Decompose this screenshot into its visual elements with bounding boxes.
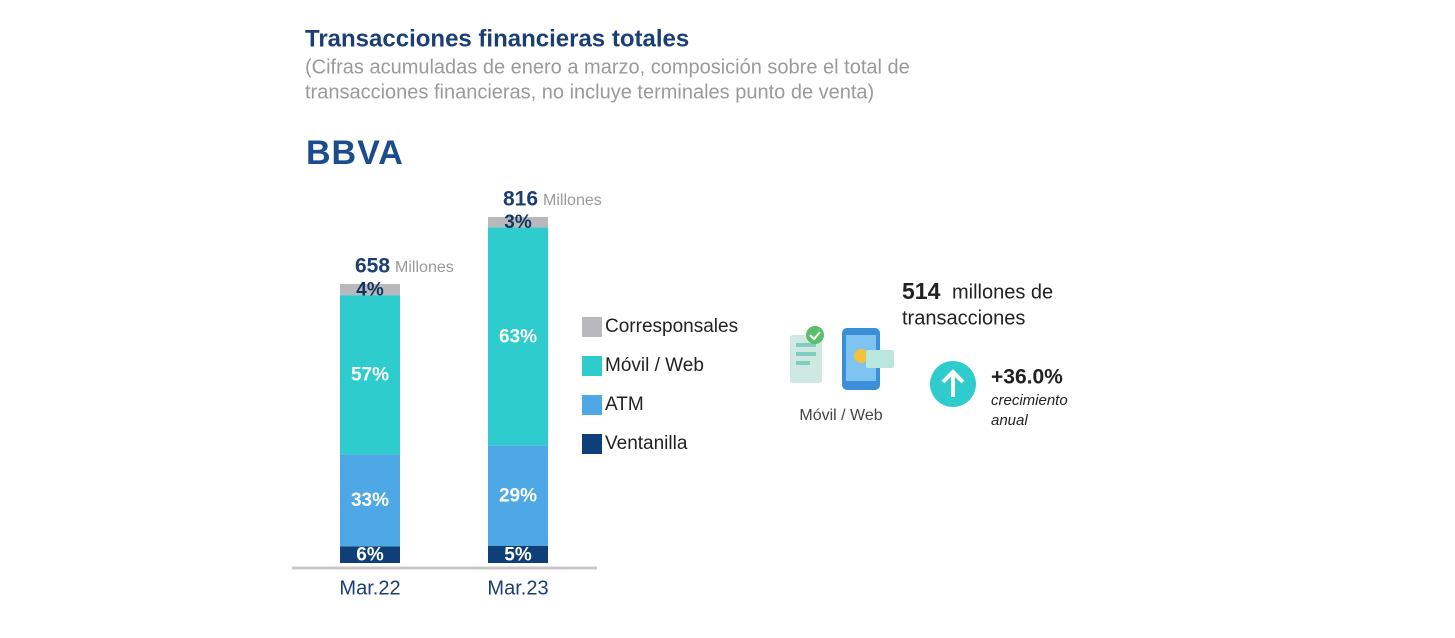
total-unit: Millones xyxy=(395,259,454,276)
total-label: 658 xyxy=(355,255,390,278)
legend-swatch xyxy=(582,395,602,415)
data-label: 33% xyxy=(351,490,389,511)
chart-subtitle: (Cifras acumuladas de enero a marzo, com… xyxy=(305,56,910,78)
annotation-value: 514 xyxy=(902,278,941,304)
x-tick-label: Mar.22 xyxy=(339,577,400,599)
legend-label: Móvil / Web xyxy=(605,355,704,376)
annotation-text: millones de xyxy=(952,281,1053,303)
data-label: 4% xyxy=(356,280,384,301)
data-label: 3% xyxy=(504,212,532,233)
growth-value: +36.0% xyxy=(991,366,1063,389)
legend-swatch xyxy=(582,356,602,376)
bar-segment xyxy=(488,217,548,228)
chart-subtitle: transacciones financieras, no incluye te… xyxy=(305,81,874,103)
chart-title: Transacciones financieras totales xyxy=(305,25,689,52)
legend-label: ATM xyxy=(605,394,644,415)
legend-swatch xyxy=(582,317,602,337)
bar-segment xyxy=(488,227,548,446)
legend-label: Ventanilla xyxy=(605,433,688,454)
legend-swatch xyxy=(582,434,602,454)
growth-arrow xyxy=(941,369,965,397)
data-label: 5% xyxy=(504,544,532,565)
x-tick-label: Mar.23 xyxy=(487,577,548,599)
growth-text: anual xyxy=(991,412,1028,429)
data-label: 6% xyxy=(356,545,384,566)
total-label: 816 xyxy=(503,188,538,211)
data-label: 29% xyxy=(499,486,537,507)
bar-segment xyxy=(340,454,400,547)
bar-segment xyxy=(340,546,400,563)
growth-text: crecimiento xyxy=(991,392,1068,409)
icon-label: Móvil / Web xyxy=(799,407,882,424)
total-unit: Millones xyxy=(543,192,602,209)
legend-label: Corresponsales xyxy=(605,316,738,337)
bar-segment xyxy=(340,295,400,455)
mobile-icon xyxy=(790,326,894,390)
data-label: 63% xyxy=(499,326,537,347)
annotation-text: transacciones xyxy=(902,307,1025,329)
bar-segment xyxy=(488,445,548,546)
data-label: 57% xyxy=(351,365,389,386)
logo: BBVA xyxy=(306,134,404,172)
bar-segment xyxy=(340,283,400,296)
bar-segment xyxy=(488,545,548,563)
